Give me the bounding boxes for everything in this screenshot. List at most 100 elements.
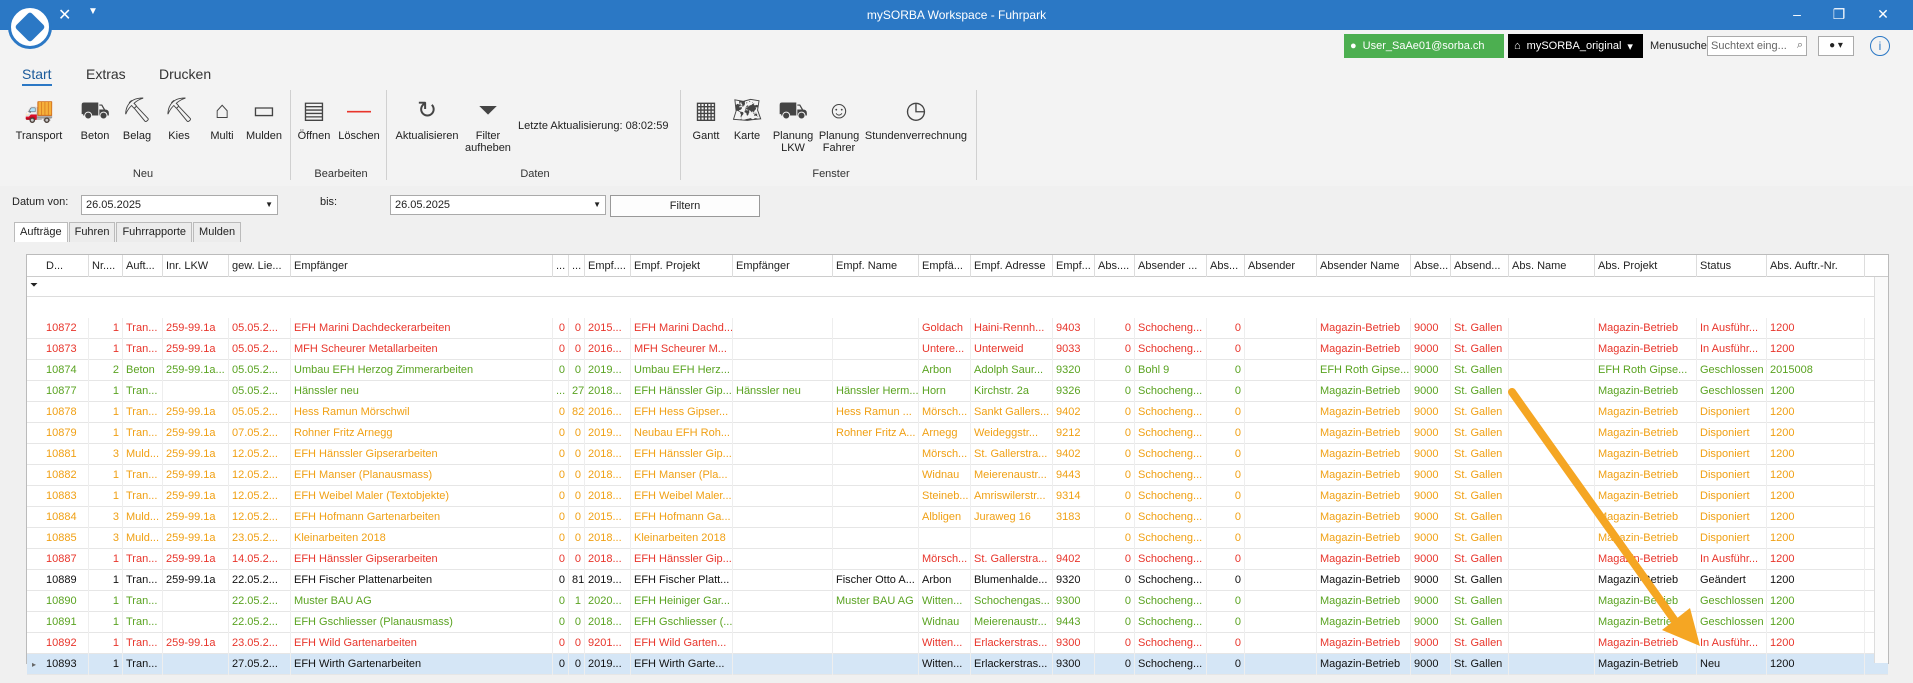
column-header[interactable]: Empf. Projekt [631, 255, 733, 277]
table-cell: Schocheng... [1135, 549, 1207, 570]
app-logo[interactable] [8, 5, 52, 49]
planung-lkw-button[interactable]: ⛟ Planung LKW [772, 96, 814, 154]
column-header[interactable]: Empf.... [585, 255, 631, 277]
column-header[interactable]: gew. Lie... [229, 255, 291, 277]
column-header[interactable]: Inr. LKW [163, 255, 229, 277]
column-header[interactable]: Auft... [123, 255, 163, 277]
table-cell: Magazin-Betrieb [1595, 591, 1697, 612]
column-header[interactable]: Empf. Name [833, 255, 919, 277]
column-header[interactable]: ... [553, 255, 569, 277]
table-cell [733, 423, 833, 444]
grid-filter-row[interactable]: ⏷ [27, 277, 1888, 297]
column-header[interactable]: Absender ... [1135, 255, 1207, 277]
table-row[interactable]: 10887 1 Tran... 259-99.1a 14.05.2... EFH Häns… [27, 549, 1888, 570]
table-row[interactable]: 10881 3 Muld... 259-99.1a 12.05.2... EFH Häns… [27, 444, 1888, 465]
table-cell [163, 591, 229, 612]
table-row[interactable]: 10884 3 Muld... 259-99.1a 12.05.2... EFH Hofm… [27, 507, 1888, 528]
table-row[interactable]: 10873 1 Tran... 259-99.1a 05.05.2... MFH Sche… [27, 339, 1888, 360]
table-row[interactable]: 10885 3 Muld... 259-99.1a 23.05.2... Kleinarb… [27, 528, 1888, 549]
tab-start[interactable]: Start [22, 66, 52, 86]
table-cell: 0 [1095, 402, 1135, 423]
column-header[interactable]: Absender [1245, 255, 1317, 277]
multi-button[interactable]: ⌂ Multi [206, 96, 238, 142]
kies-button[interactable]: ⛏ Kies [164, 96, 194, 142]
restore-button[interactable]: ❐ [1832, 6, 1846, 22]
datum-von-input[interactable]: 26.05.2025 ▼ [81, 195, 278, 215]
column-header[interactable]: Abs... [1207, 255, 1245, 277]
menu-search-input[interactable]: Suchtext eing... ⌕ [1707, 36, 1807, 56]
table-cell: 0 [1207, 570, 1245, 591]
column-header[interactable]: Nr.... [89, 255, 123, 277]
transport-button[interactable]: 🚚 Transport [14, 96, 64, 142]
table-cell: 259-99.1a [163, 339, 229, 360]
column-header[interactable]: Absender Name [1317, 255, 1411, 277]
column-header[interactable]: Status [1697, 255, 1767, 277]
stundenverrechnung-button[interactable]: ◷ Stundenverrechnung [864, 96, 968, 142]
column-header[interactable]: ... [569, 255, 585, 277]
table-cell: 9000 [1411, 423, 1451, 444]
column-header[interactable]: Empf... [1053, 255, 1095, 277]
column-header[interactable]: Abs.... [1095, 255, 1135, 277]
table-row[interactable]: 10877 1 Tran... 05.05.2... Hänssler neu... 27… [27, 381, 1888, 402]
table-row[interactable]: 10892 1 Tran... 259-99.1a 23.05.2... EFH Wild… [27, 633, 1888, 654]
oeffnen-button[interactable]: ▤ Öffnen [296, 96, 332, 142]
tab-drucken[interactable]: Drucken [159, 66, 212, 82]
table-cell: 259-99.1a [163, 633, 229, 654]
tab-fuhren[interactable]: Fuhren [68, 222, 116, 242]
database-selector[interactable]: ⌂ mySORBA_original ▾ [1508, 34, 1643, 58]
table-cell [1509, 570, 1595, 591]
table-cell: Disponiert [1697, 402, 1767, 423]
table-cell: 1200 [1767, 570, 1865, 591]
column-header[interactable]: D... [43, 255, 89, 277]
table-cell: Magazin-Betrieb [1595, 444, 1697, 465]
table-row[interactable]: 10889 1 Tran... 259-99.1a 22.05.2... EFH Fisc… [27, 570, 1888, 591]
tab-fuhrrapporte[interactable]: Fuhrrapporte [116, 222, 193, 242]
belag-button[interactable]: ⛏ Belag [120, 96, 154, 142]
table-cell [733, 360, 833, 381]
column-header[interactable]: Abs. Projekt [1595, 255, 1697, 277]
minimize-button[interactable]: – [1793, 6, 1801, 22]
column-header[interactable]: Empfänger [733, 255, 833, 277]
column-header[interactable]: Empfänger [291, 255, 553, 277]
table-cell: Adolph Saur... [971, 360, 1053, 381]
datum-bis-input[interactable]: 26.05.2025 ▼ [390, 195, 606, 215]
close-button[interactable]: ✕ [1877, 6, 1889, 22]
mulden-button[interactable]: ▭ Mulden [244, 96, 284, 142]
table-cell: 9403 [1053, 318, 1095, 339]
beton-button[interactable]: ⛟ Beton [78, 96, 112, 142]
table-row[interactable]: 10874 2 Beton 259-99.1a... 05.05.2... Umbau E… [27, 360, 1888, 381]
table-row[interactable]: 10878 1 Tran... 259-99.1a 05.05.2... Hess Ram… [27, 402, 1888, 423]
table-row[interactable]: 10891 1 Tran... 22.05.2... EFH Gschliesser (… [27, 612, 1888, 633]
table-row[interactable]: 10883 1 Tran... 259-99.1a 12.05.2... EFH Weib… [27, 486, 1888, 507]
info-icon[interactable]: i [1870, 36, 1890, 56]
tab-auftraege[interactable]: Aufträge [14, 222, 68, 242]
filtern-button[interactable]: Filtern [610, 195, 760, 217]
table-row[interactable]: ▸ 10893 1 Tran... 27.05.2... EFH Wirth Garten… [27, 654, 1888, 675]
table-cell: 1 [89, 381, 123, 402]
column-header[interactable]: Abse... [1411, 255, 1451, 277]
column-header[interactable]: Empf. Adresse [971, 255, 1053, 277]
orders-grid[interactable]: D... Nr.... Auft... Inr. LKW gew. Lie... Empf… [26, 254, 1889, 675]
vertical-scrollbar[interactable] [1874, 277, 1888, 663]
loeschen-button[interactable]: — Löschen [338, 96, 380, 142]
chevron-down-icon[interactable]: ▼ [88, 6, 98, 17]
gantt-button[interactable]: ▦ Gantt [690, 96, 722, 142]
column-header[interactable]: Abs. Auftr.-Nr. [1767, 255, 1865, 277]
karte-button[interactable]: 🗺 Karte [730, 96, 764, 142]
filter-aufheben-button[interactable]: ⏷ Filter aufheben [462, 96, 514, 154]
column-header[interactable]: Absend... [1451, 255, 1509, 277]
user-badge[interactable]: ● User_SaAe01@sorba.ch [1344, 34, 1504, 58]
close-tab-icon[interactable]: ✕ [58, 7, 72, 24]
table-row[interactable]: 10890 1 Tran... 22.05.2... Muster BAU AG 0 1 20… [27, 591, 1888, 612]
tab-mulden[interactable]: Mulden [193, 222, 242, 242]
planung-fahrer-button[interactable]: ☺ Planung Fahrer [818, 96, 860, 154]
language-button[interactable]: ● ▾ [1818, 36, 1854, 56]
aktualisieren-button[interactable]: ↻ Aktualisieren [394, 96, 460, 142]
column-header[interactable]: Abs. Name [1509, 255, 1595, 277]
column-header[interactable]: Empfä... [919, 255, 971, 277]
table-row[interactable]: 10872 1 Tran... 259-99.1a 05.05.2... EFH Mari… [27, 318, 1888, 339]
table-row[interactable]: 10879 1 Tran... 259-99.1a 07.05.2... Rohner F… [27, 423, 1888, 444]
table-row[interactable]: 10882 1 Tran... 259-99.1a 12.05.2... EFH Mans… [27, 465, 1888, 486]
table-cell: 259-99.1a [163, 402, 229, 423]
tab-extras[interactable]: Extras [86, 66, 126, 82]
